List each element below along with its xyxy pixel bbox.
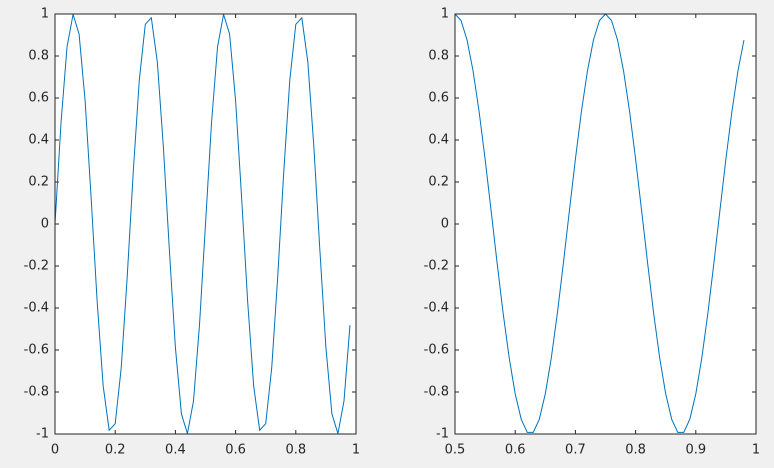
y-tick-label: 1 (441, 7, 449, 22)
x-tick-label: 0.5 (445, 443, 466, 458)
y-tick-label: -1 (436, 427, 449, 442)
x-tick-label: 1 (752, 443, 760, 458)
y-tick-label: 0.2 (28, 175, 49, 190)
y-tick-label: 0.6 (428, 91, 449, 106)
y-tick-label: -0.2 (24, 259, 49, 274)
y-tick-label: 0.6 (28, 91, 49, 106)
y-tick-label: -0.6 (424, 343, 449, 358)
x-tick-label: 0.6 (225, 443, 246, 458)
y-tick-label: 0.8 (428, 49, 449, 64)
axes-background (455, 14, 756, 434)
y-tick-label: -0.8 (24, 385, 49, 400)
y-tick-label: 0.4 (28, 133, 49, 148)
x-tick-label: 0.8 (625, 443, 646, 458)
x-tick-label: 0.2 (105, 443, 126, 458)
x-tick-label: 0.6 (505, 443, 526, 458)
x-tick-label: 0 (51, 443, 59, 458)
y-tick-label: 0.2 (428, 175, 449, 190)
x-tick-label: 0.4 (165, 443, 186, 458)
axes-box (54, 13, 357, 435)
y-tick-label: -0.4 (424, 301, 449, 316)
line-series (54, 14, 351, 434)
y-tick-label: 1 (41, 7, 49, 22)
y-tick-label: -1 (36, 427, 49, 442)
axes-box (454, 13, 757, 435)
y-tick-label: -0.2 (424, 259, 449, 274)
x-tick-label: 0.9 (685, 443, 706, 458)
y-tick-label: -0.4 (24, 301, 49, 316)
y-tick-label: -0.6 (24, 343, 49, 358)
x-tick-label: 0.8 (285, 443, 306, 458)
y-tick-label: 0 (41, 217, 49, 232)
x-tick-label: 1 (352, 443, 360, 458)
x-tick-label: 0.7 (565, 443, 586, 458)
line-series (454, 13, 745, 433)
y-tick-label: 0.8 (28, 49, 49, 64)
y-tick-label: -0.8 (424, 385, 449, 400)
y-tick-label: 0.4 (428, 133, 449, 148)
y-tick-label: 0 (441, 217, 449, 232)
